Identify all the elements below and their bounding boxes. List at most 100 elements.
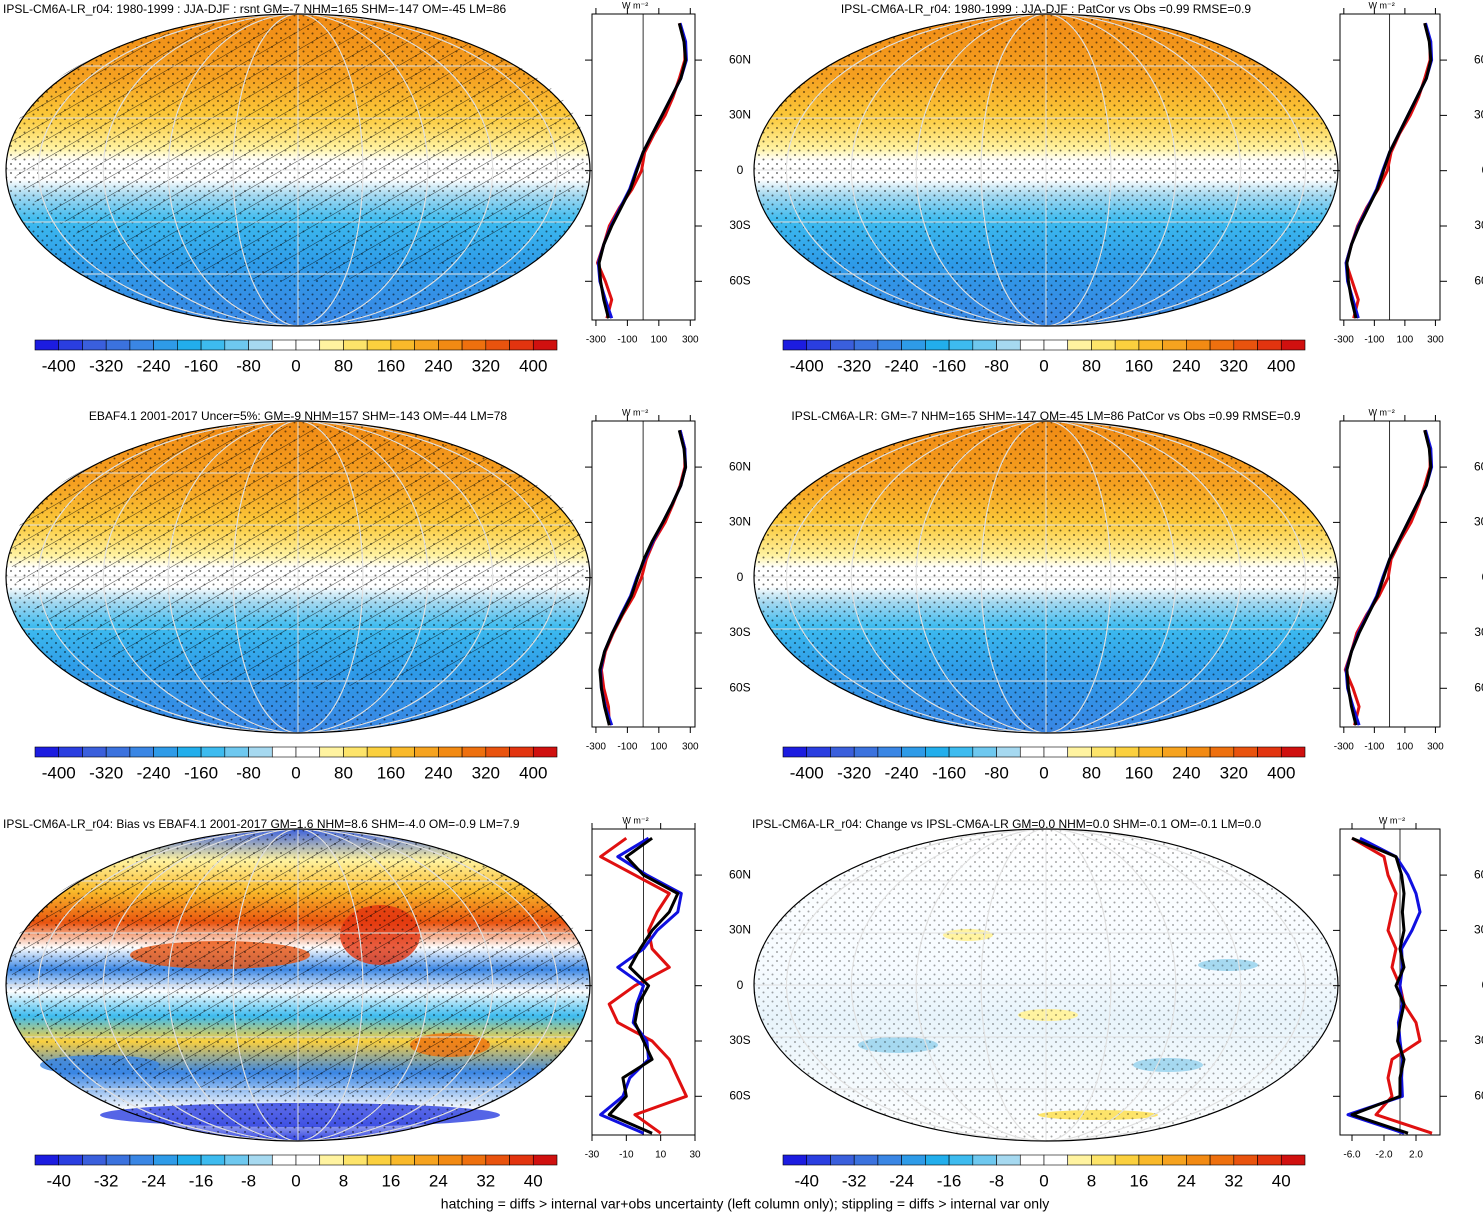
colorbar-box <box>1067 1154 1092 1166</box>
colorbar-box <box>782 746 808 758</box>
colorbar-box <box>461 1154 487 1166</box>
colorbar-box <box>343 1154 368 1166</box>
colorbar-box <box>105 746 131 758</box>
colorbar-box <box>1138 746 1163 758</box>
colorbar-box <box>129 746 154 758</box>
colorbar-box <box>972 1154 997 1166</box>
colorbar-box <box>105 1154 131 1166</box>
colorbar-box <box>830 746 855 758</box>
colorbar-box <box>82 746 107 758</box>
profile-unit: W m⁻² <box>622 407 648 417</box>
x-tick-label: -100 <box>1364 335 1384 346</box>
colorbar-tick-label: -40 <box>794 1171 819 1190</box>
colorbar-box <box>366 1154 392 1166</box>
colorbar-tick-label: 320 <box>1220 763 1248 782</box>
colorbar-box <box>1114 339 1140 351</box>
x-tick-label: 100 <box>650 335 667 346</box>
y-tick-label: 60N <box>729 867 751 881</box>
colorbar-tick-label: 40 <box>1272 1171 1291 1190</box>
colorbar-box <box>901 746 926 758</box>
profile: W m⁻² -300 -100 100 300 60N 30N 0 30S 60S <box>585 0 751 346</box>
y-tick-label: 60S <box>729 1088 750 1102</box>
x-tick-label: -300 <box>586 335 606 346</box>
profile-line <box>1344 22 1432 319</box>
colorbar-box <box>806 1154 831 1166</box>
colorbar-box <box>532 746 558 758</box>
colorbar-box <box>485 1154 510 1166</box>
colorbar-box <box>129 339 154 351</box>
colorbar-box <box>1162 1154 1187 1166</box>
colorbar-tick-label: -80 <box>236 763 261 782</box>
colorbar-tick-label: 32 <box>476 1171 495 1190</box>
colorbar-box <box>438 339 463 351</box>
profile-unit: W m⁻² <box>622 0 648 10</box>
profile-line <box>607 836 680 1135</box>
y-tick-label: 0 <box>1482 978 1483 992</box>
colorbar-tick-label: 320 <box>472 763 500 782</box>
colorbar-tick-label: -400 <box>790 356 824 375</box>
y-tick-label: 0 <box>1482 570 1483 584</box>
y-tick-label: 60N <box>1474 867 1483 881</box>
colorbar-tick-label: 32 <box>1224 1171 1243 1190</box>
colorbar-tick-label: 320 <box>1220 356 1248 375</box>
colorbar-tick-label: -320 <box>89 763 123 782</box>
colorbar-box <box>461 746 487 758</box>
colorbar-box <box>438 746 463 758</box>
colorbar-box <box>532 1154 558 1166</box>
colorbar-box <box>438 1154 463 1166</box>
profile-unit: W m⁻² <box>1368 0 1394 10</box>
colorbar-box <box>485 339 510 351</box>
colorbar-box <box>830 339 855 351</box>
colorbar-box <box>319 746 344 758</box>
y-tick-label: 30N <box>1474 108 1483 122</box>
colorbar-box <box>295 746 321 758</box>
panel: IPSL-CM6A-LR_r04: 1980-1999 : JJA-DJF : … <box>753 0 1483 375</box>
colorbar-box <box>153 339 178 351</box>
y-tick-label: 60N <box>729 459 751 473</box>
y-tick-label: 0 <box>737 163 744 177</box>
colorbar-box <box>1257 1154 1282 1166</box>
colorbar-tick-label: 24 <box>1177 1171 1196 1190</box>
colorbar-box <box>485 746 510 758</box>
colorbar-box <box>901 339 926 351</box>
profile-unit: W m⁻² <box>622 815 648 825</box>
x-tick-label: -100 <box>617 335 637 346</box>
colorbar-tick-label: -16 <box>189 1171 214 1190</box>
colorbar-tick-label: 320 <box>472 356 500 375</box>
colorbar-box <box>34 746 60 758</box>
colorbar-box <box>295 339 321 351</box>
colorbar-box <box>82 1154 107 1166</box>
colorbar-box <box>1186 746 1211 758</box>
colorbar-box <box>366 339 392 351</box>
x-tick-label: -300 <box>1334 742 1354 753</box>
colorbar-box <box>948 339 974 351</box>
colorbar-box <box>1280 746 1306 758</box>
profile-line <box>599 836 683 1135</box>
y-tick-label: 0 <box>737 570 744 584</box>
y-tick-label: 30N <box>729 923 751 937</box>
map-outline <box>5 828 591 1142</box>
colorbar-box <box>925 339 950 351</box>
y-tick-label: 60S <box>729 680 750 694</box>
y-tick-label: 30S <box>729 1033 750 1047</box>
x-tick-label: 10 <box>655 1150 667 1161</box>
colorbar-box <box>1091 1154 1116 1166</box>
x-tick-label: 2.0 <box>1409 1150 1423 1161</box>
colorbar-box <box>853 1154 879 1166</box>
colorbar-tick-label: 0 <box>291 1171 300 1190</box>
colorbar-tick-label: -80 <box>984 356 1009 375</box>
colorbar-box <box>782 1154 808 1166</box>
colorbar-tick-label: -240 <box>885 763 919 782</box>
x-tick-label: -100 <box>1364 742 1384 753</box>
y-tick-label: 60S <box>1474 273 1483 287</box>
x-tick-label: -30 <box>585 1150 600 1161</box>
colorbar-tick-label: 16 <box>1129 1171 1148 1190</box>
colorbar-box <box>1019 339 1045 351</box>
colorbar-box <box>414 746 439 758</box>
colorbar-box <box>509 746 534 758</box>
profile-line <box>1343 429 1432 726</box>
profile-line <box>598 429 688 726</box>
colorbar-box <box>414 1154 439 1166</box>
colorbar-box <box>390 1154 415 1166</box>
colorbar-box <box>177 746 202 758</box>
